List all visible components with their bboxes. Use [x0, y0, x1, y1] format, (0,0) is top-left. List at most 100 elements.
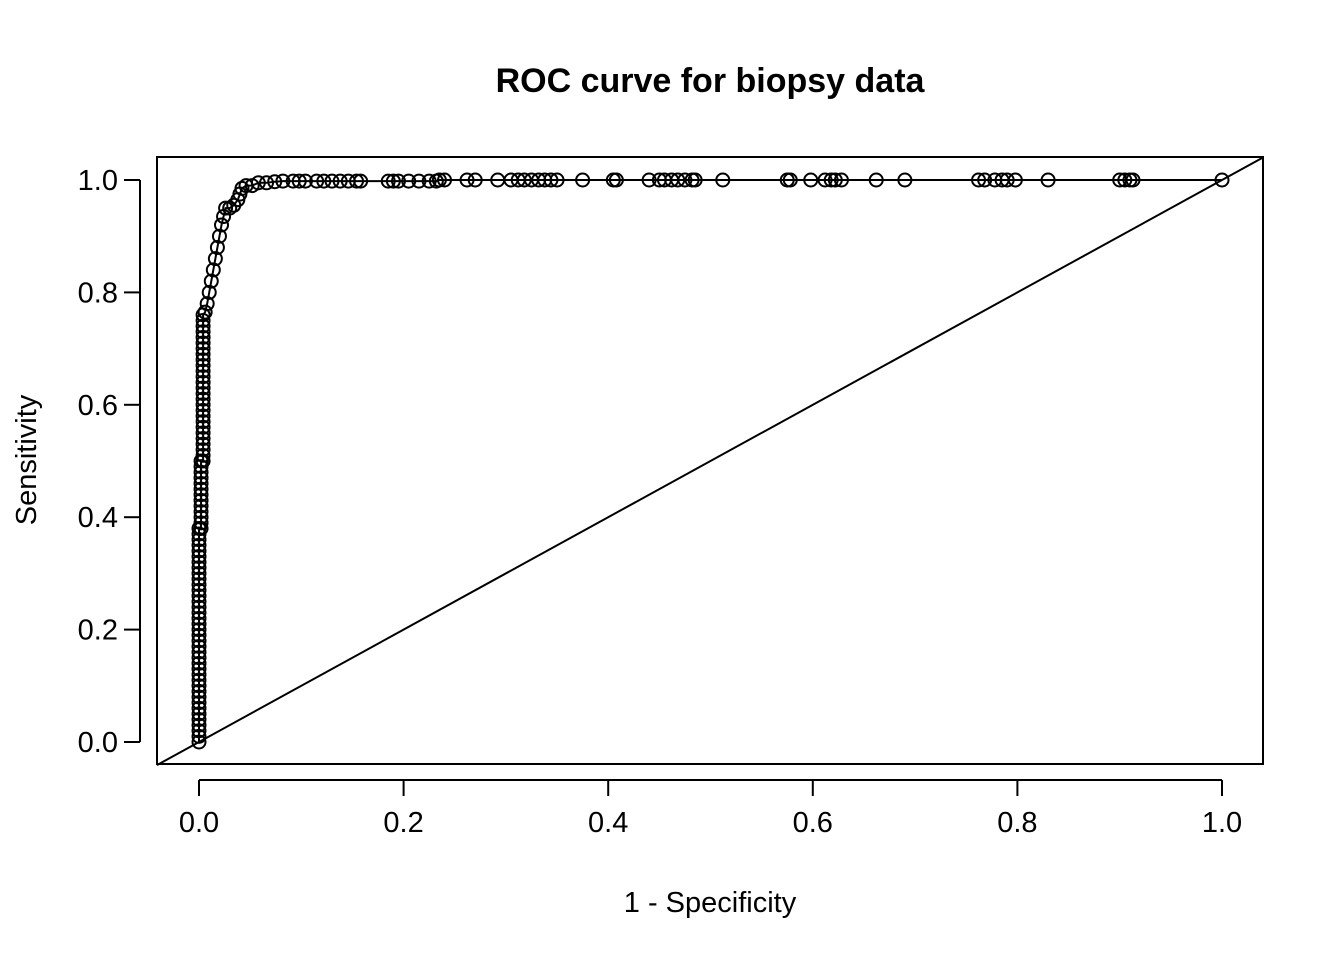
roc-point — [193, 487, 209, 503]
roc-point — [316, 173, 332, 189]
roc-point — [195, 442, 211, 458]
x-tick-label: 0.4 — [588, 807, 628, 839]
roc-point — [207, 251, 223, 267]
roc-point — [459, 172, 475, 188]
roc-point — [195, 408, 211, 424]
roc-point — [195, 414, 211, 430]
roc-point — [195, 402, 211, 418]
roc-point — [390, 173, 406, 189]
x-tick-label: 0.6 — [793, 807, 833, 839]
roc-point — [191, 599, 207, 615]
roc-point — [259, 175, 275, 191]
roc-point — [195, 436, 211, 452]
roc-point — [195, 318, 211, 334]
roc-point — [205, 262, 221, 278]
roc-point — [195, 363, 211, 379]
roc-point — [431, 172, 447, 188]
roc-point — [575, 172, 591, 188]
roc-point — [191, 627, 207, 643]
roc-point — [191, 655, 207, 671]
roc-point — [195, 335, 211, 351]
roc-point — [421, 173, 437, 189]
y-tick-label: 0.4 — [78, 502, 118, 534]
roc-point — [193, 475, 209, 491]
roc-point — [193, 515, 209, 531]
roc-point — [191, 594, 207, 609]
roc-point — [191, 700, 207, 716]
reference-diagonal — [156, 156, 1264, 766]
roc-point — [353, 173, 369, 189]
roc-point — [193, 504, 209, 520]
y-tick-label: 0.2 — [78, 615, 118, 647]
roc-point — [193, 509, 209, 525]
roc-point — [191, 672, 207, 688]
roc-point — [214, 217, 230, 233]
roc-point — [193, 470, 209, 486]
roc-point — [195, 329, 211, 345]
roc-point — [195, 453, 211, 469]
roc-point — [309, 173, 325, 189]
roc-point — [195, 352, 211, 368]
roc-point — [516, 172, 532, 188]
roc-point — [971, 172, 987, 188]
roc-point — [608, 172, 624, 188]
x-tick-label: 0.0 — [179, 807, 219, 839]
roc-point — [193, 492, 209, 508]
roc-point — [543, 172, 559, 188]
roc-point — [687, 172, 703, 188]
roc-point — [191, 706, 207, 722]
roc-point — [782, 172, 798, 188]
roc-point — [191, 712, 207, 728]
roc-point — [977, 172, 993, 188]
roc-point — [197, 304, 213, 320]
roc-point — [195, 313, 211, 328]
roc-point — [195, 324, 211, 340]
roc-point — [191, 683, 207, 699]
roc-point — [999, 172, 1015, 188]
roc-point — [191, 638, 207, 654]
y-tick-label: 1.0 — [78, 165, 118, 197]
x-tick-label: 0.2 — [383, 807, 423, 839]
roc-point — [803, 172, 819, 188]
roc-point — [191, 644, 207, 660]
roc-point — [193, 520, 209, 536]
roc-point — [275, 173, 291, 189]
roc-point — [191, 661, 207, 677]
roc-point — [349, 173, 365, 189]
y-axis-label: Sensitivity — [11, 394, 43, 525]
roc-point — [195, 346, 211, 362]
roc-point — [467, 172, 483, 188]
y-tick-label: 0.6 — [78, 390, 118, 422]
roc-point — [191, 565, 207, 581]
roc-point — [380, 173, 396, 189]
roc-point — [195, 425, 211, 441]
roc-point — [191, 728, 207, 744]
roc-point — [1007, 172, 1023, 188]
roc-point — [817, 172, 833, 188]
roc-point — [191, 622, 207, 638]
roc-point — [195, 397, 211, 413]
roc-point — [195, 447, 211, 463]
roc-point — [827, 172, 843, 188]
roc-point — [670, 172, 686, 188]
roc-point — [191, 667, 207, 683]
roc-point — [191, 734, 207, 750]
plot-area: 0.0 0.2 0.4 0.6 0.8 1.0 0.0 0.2 0.4 0.6 0.8 1.0 — [78, 156, 1264, 839]
roc-point — [191, 678, 207, 694]
roc-point — [211, 228, 227, 244]
roc-point — [324, 173, 340, 189]
roc-point — [411, 173, 427, 189]
roc-point — [218, 200, 234, 216]
roc-point — [833, 172, 849, 188]
roc-point — [193, 464, 209, 480]
roc-point — [193, 498, 209, 514]
roc-point — [191, 571, 207, 587]
roc-point — [195, 431, 211, 447]
roc-point — [897, 172, 913, 188]
roc-point — [201, 284, 217, 300]
roc-point — [199, 296, 215, 312]
roc-point — [195, 341, 211, 357]
roc-point — [191, 537, 207, 553]
roc-point — [267, 174, 283, 190]
